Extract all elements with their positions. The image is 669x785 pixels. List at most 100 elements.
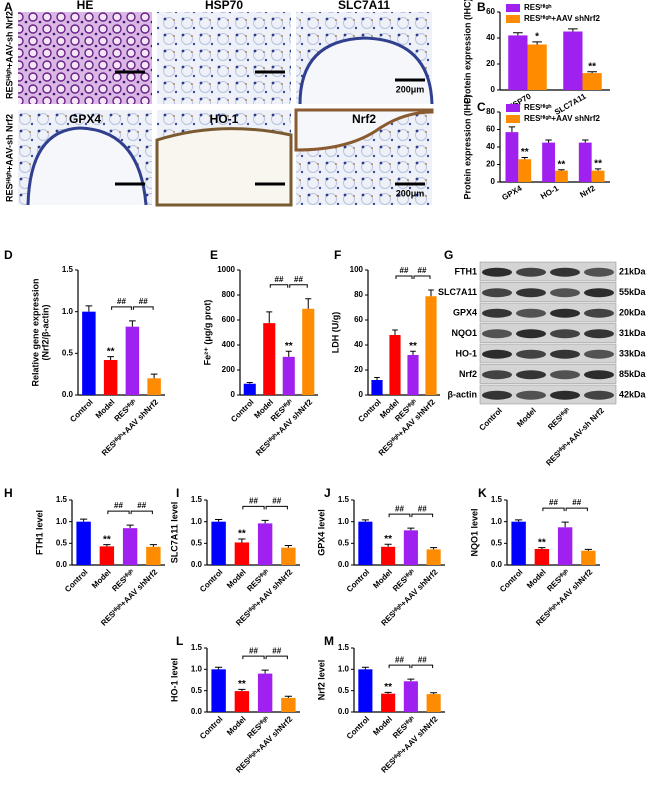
x-tick-label: Control [198, 568, 224, 594]
panel-g: G FTH1 21kDa SLC7A11 55kDa GPX4 20kDa NQO1 31kD… [438, 248, 647, 468]
blot-band [516, 288, 546, 298]
y-tick-label: 0 [491, 85, 496, 94]
chart: C Protein expression (IHC) 0 20 40 60 80 ** GPX4… [462, 94, 610, 202]
bar [555, 170, 568, 182]
y-tick-label: 0.5 [191, 538, 203, 547]
row-label: RESᴴⁱᵍʰ+AAV-sh Nrf2 [3, 11, 14, 99]
bar [257, 673, 273, 712]
error-bar [215, 666, 223, 670]
bracket [111, 306, 132, 310]
y-axis-label: SLC7A11 level [169, 502, 179, 564]
error-bar [568, 28, 578, 32]
bar [282, 356, 295, 395]
tile-title: HE [77, 0, 94, 12]
error-bar [361, 519, 369, 522]
bar [582, 73, 602, 90]
error-bar [407, 678, 415, 682]
bracket [411, 664, 434, 669]
panel-letter: A [4, 0, 13, 14]
bar [403, 681, 418, 712]
chart: LHO-1 level0.00.51.01.5Control**ModelRES… [169, 634, 300, 775]
blot-band [482, 349, 512, 359]
blot-band [550, 390, 580, 400]
y-tick-label: 200 [222, 365, 236, 374]
vessel [294, 108, 434, 152]
blot-band [584, 390, 614, 400]
error-bar [284, 545, 292, 548]
panel-letter: E [210, 248, 218, 262]
y-axis-label: Fe²⁺ (μg/g prot) [202, 300, 212, 366]
significance: ** [594, 159, 602, 170]
y-axis-label: Nrf2 level [316, 660, 326, 701]
significance: ** [538, 537, 546, 548]
tile-title: GPX4 [69, 112, 101, 126]
bracket [542, 507, 565, 512]
panel-letter: I [176, 486, 179, 500]
blot-band [516, 390, 546, 400]
lane-label: Model [515, 406, 538, 429]
error-bar [587, 71, 597, 74]
comparison-label: ## [117, 297, 126, 306]
error-bar [508, 126, 516, 133]
significance: ** [384, 534, 392, 545]
blot-band [482, 288, 512, 298]
y-tick-label: 800 [222, 290, 236, 299]
legend-swatch [506, 15, 520, 23]
y-tick-label: 600 [222, 315, 236, 324]
error-bar [384, 691, 392, 694]
vessel [298, 36, 434, 105]
bar [534, 548, 550, 565]
comparison-label: ## [395, 655, 404, 664]
error-bar [521, 157, 528, 160]
blot-band [584, 329, 614, 339]
x-tick-label: Control [198, 715, 224, 741]
y-axis-label: FTH1 level [34, 510, 44, 555]
bracket [395, 275, 413, 279]
legend-label: RESᴴⁱᵍʰ [524, 2, 551, 12]
kda-label: 33kDa [619, 349, 647, 359]
blot-band [550, 370, 580, 380]
y-tick-label: 1.0 [62, 307, 74, 316]
bar [257, 523, 273, 565]
error-bar [129, 320, 136, 327]
blot-band [482, 267, 512, 277]
significance: ** [107, 346, 115, 357]
y-tick-label: 1.5 [62, 265, 74, 274]
lane-label: RESᴴⁱᵍʰ [545, 405, 572, 432]
tile-title: Nrf2 [352, 112, 376, 126]
bar [381, 546, 396, 565]
x-tick-label: Control [68, 398, 94, 424]
bar [358, 521, 373, 565]
bar [511, 521, 526, 565]
error-bar [532, 41, 542, 45]
blot-band [584, 267, 614, 277]
panel-letter: J [324, 486, 331, 500]
y-tick-label: 0 [359, 390, 364, 399]
bar [147, 378, 161, 395]
bracket [413, 275, 431, 279]
blot-band [550, 349, 580, 359]
kda-label: 42kDa [619, 390, 647, 400]
y-tick-label: 1.5 [338, 495, 350, 504]
error-bar [430, 692, 438, 695]
kda-label: 55kDa [619, 287, 647, 297]
y-tick-label: 80 [354, 290, 363, 299]
x-tick-label: Control [345, 715, 371, 741]
y-tick-label: 1.0 [338, 664, 350, 673]
error-bar [80, 518, 88, 522]
blot-band [584, 288, 614, 298]
y-tick-label: 0.5 [338, 538, 350, 547]
panel-letter: L [176, 634, 183, 648]
bar [407, 355, 419, 395]
error-bar [513, 32, 523, 36]
comparison-label: ## [549, 498, 558, 507]
error-bar [584, 548, 592, 551]
bar [99, 546, 115, 565]
significance: ** [409, 341, 417, 352]
bracket [388, 513, 411, 518]
blot-strip [479, 282, 617, 302]
x-tick-label: HO-1 [539, 183, 561, 201]
bar [82, 311, 96, 395]
